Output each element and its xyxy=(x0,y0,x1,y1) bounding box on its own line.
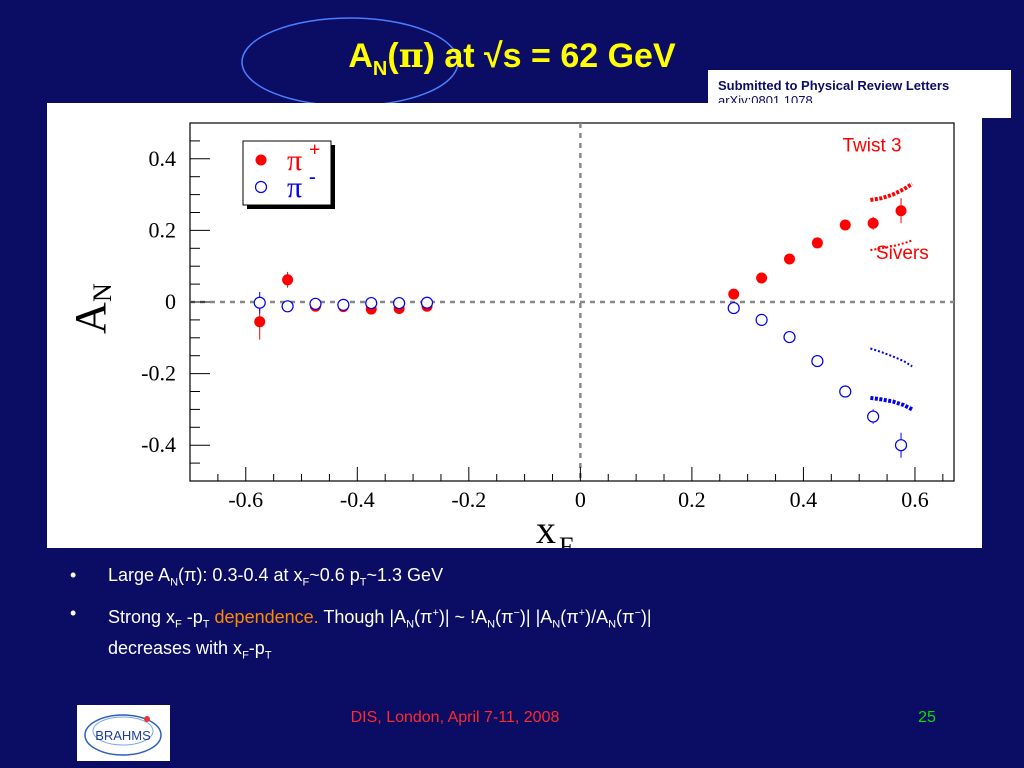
footer-text: DIS, London, April 7-11, 2008 xyxy=(350,709,560,726)
data-point-pi-minus xyxy=(365,296,378,310)
x-tick-label: 0.2 xyxy=(678,487,706,512)
data-point-pi-plus xyxy=(867,217,879,229)
data-point-pi-plus xyxy=(282,274,294,286)
data-point-pi-minus xyxy=(755,313,768,326)
theory-curve-3 xyxy=(870,347,913,368)
data-point-pi-minus xyxy=(783,330,796,344)
bullet-item-1: • Large AN(π): 0.3-0.4 at xF~0.6 pT~1.3 … xyxy=(70,565,444,589)
legend: π + π - xyxy=(242,139,335,209)
y-tick-label: -0.4 xyxy=(141,432,176,457)
data-point-pi-plus xyxy=(728,288,740,300)
data-point-pi-minus xyxy=(867,410,880,423)
theory-curve-0 xyxy=(870,182,914,202)
x-axis-label-subscript: F xyxy=(559,532,573,548)
data-point-pi-minus xyxy=(894,439,908,452)
bullet-item-2: • Strong xF -pT dependence. Though |AN(π… xyxy=(70,602,652,662)
legend-label-charge: + xyxy=(309,139,320,161)
data-point-pi-minus xyxy=(337,298,350,311)
y-tick-label: 0.4 xyxy=(149,146,177,171)
legend-label-charge: - xyxy=(309,166,316,188)
an-vs-xf-chart: -0.6 -0.4 -0.2 0 0.2 0.4 0.6 -0.4 -0.2 0 0.2 0.4 x F A… xyxy=(66,122,955,548)
x-tick-label: -0.2 xyxy=(451,487,486,512)
x-tick-label: 0.4 xyxy=(790,487,818,512)
data-point-pi-minus xyxy=(309,297,322,310)
data-point-pi-plus xyxy=(839,219,851,231)
x-tick-label: 0 xyxy=(575,487,586,512)
brahms-logo-text: BRAHMS xyxy=(95,728,151,743)
theory-curve-1 xyxy=(870,395,914,412)
data-point-pi-plus xyxy=(783,253,795,265)
data-point-pi-plus xyxy=(254,316,266,328)
y-axis-label-group: AN xyxy=(66,283,117,334)
data-point-pi-minus xyxy=(253,296,266,309)
legend-marker-open xyxy=(254,180,268,194)
data-point-pi-plus xyxy=(895,205,907,217)
data-point-pi-plus xyxy=(756,272,768,284)
annotation-label: Sivers xyxy=(876,243,929,264)
data-point-pi-plus xyxy=(811,237,823,249)
submitted-line: Submitted to Physical Review Letters xyxy=(718,78,950,93)
y-tick-label: 0 xyxy=(165,289,176,314)
data-point-pi-minus xyxy=(839,385,852,398)
y-axis-label: A xyxy=(66,302,115,334)
bullet-dot: • xyxy=(70,565,77,585)
page-number: 25 xyxy=(918,709,936,726)
data-point-pi-minus xyxy=(393,296,406,310)
data-point-pi-minus xyxy=(420,296,434,309)
bullet-dot: • xyxy=(70,602,77,623)
data-point-pi-minus xyxy=(727,301,740,315)
y-axis-label-subscript: N xyxy=(88,283,117,302)
x-tick-label: 0.6 xyxy=(901,487,929,512)
x-tick-label: -0.6 xyxy=(228,487,263,512)
data-point-pi-minus xyxy=(811,354,824,368)
chart-panel: -0.6 -0.4 -0.2 0 0.2 0.4 0.6 -0.4 -0.2 0 0.2 0.4 x F A… xyxy=(47,103,982,548)
brahms-logo: BRAHMS xyxy=(77,705,170,761)
x-axis-label: x xyxy=(536,507,556,548)
legend-marker-filled xyxy=(255,154,267,166)
y-tick-label: -0.2 xyxy=(141,361,176,386)
y-tick-label: 0.2 xyxy=(149,217,177,242)
data-point-pi-minus xyxy=(281,300,294,313)
bullet-list: • Large AN(π): 0.3-0.4 at xF~0.6 pT~1.3 … xyxy=(70,563,970,674)
x-tick-label: -0.4 xyxy=(340,487,375,512)
legend-label-pi: π xyxy=(287,144,302,177)
slide-title: AN(π) at √s = 62 GeV xyxy=(348,36,676,80)
legend-box xyxy=(242,140,332,206)
theory-curve-2 xyxy=(870,239,913,252)
legend-label-pi: π xyxy=(287,171,302,204)
annotation-label: Twist 3 xyxy=(842,136,901,157)
